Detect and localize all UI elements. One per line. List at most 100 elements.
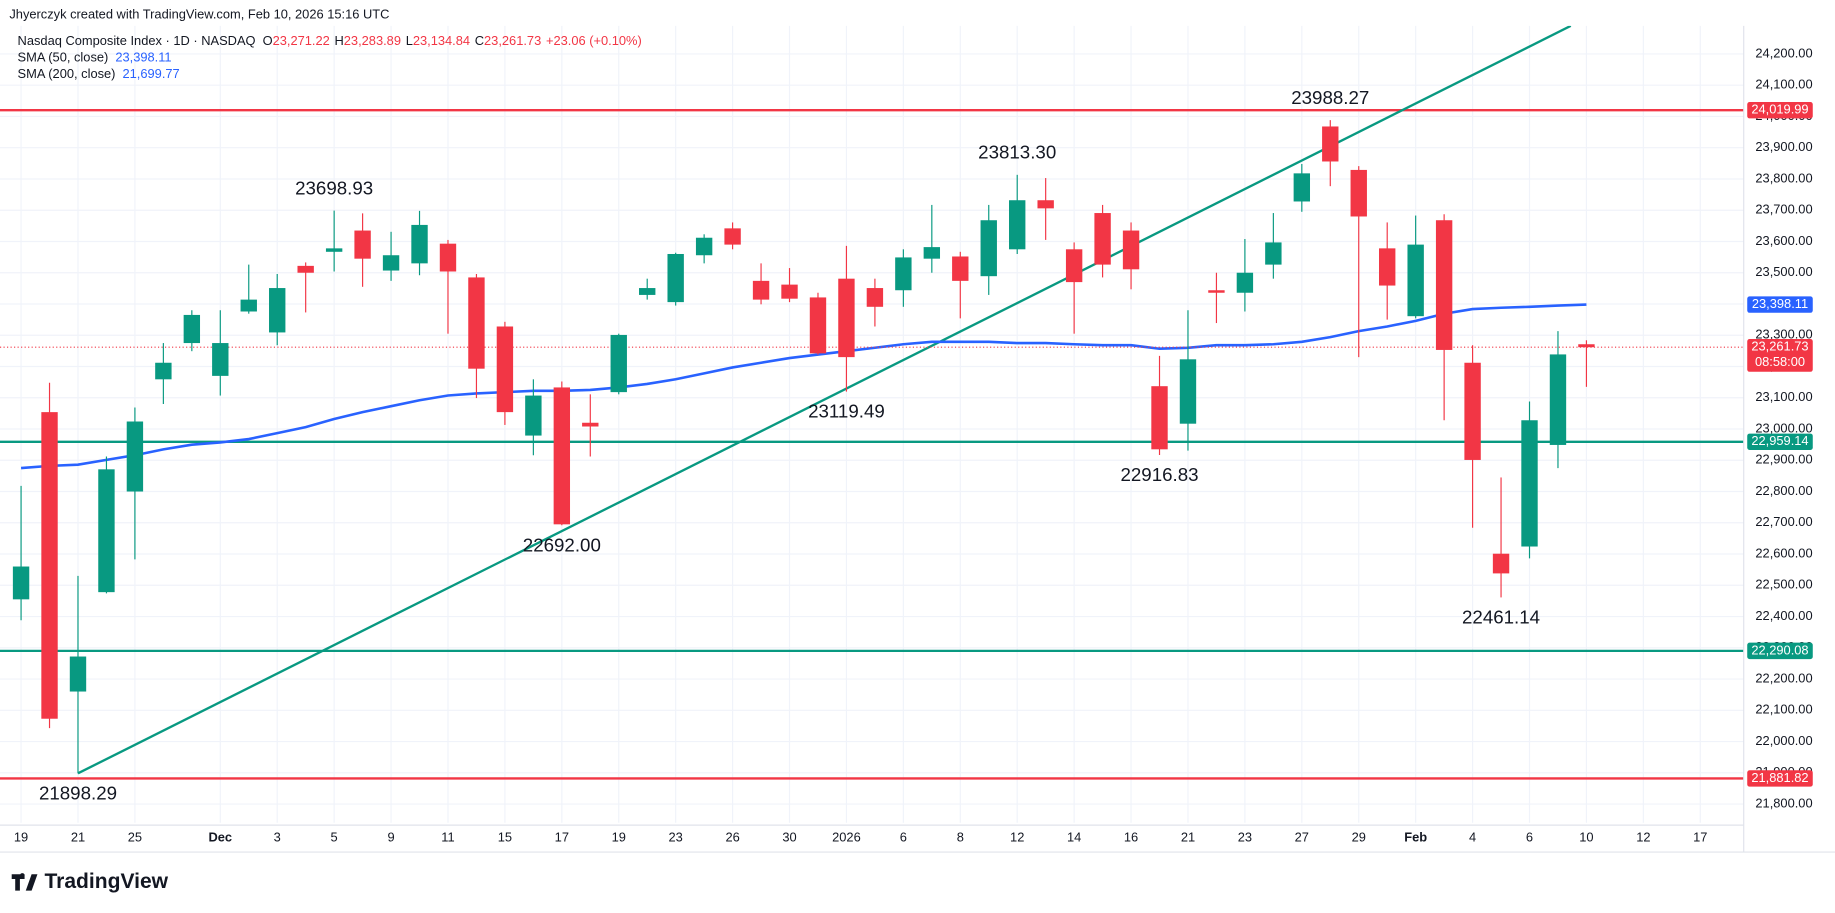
x-tick-label: 23	[1238, 829, 1252, 844]
candle-body	[1009, 200, 1026, 250]
y-tick-label: 22,000.00	[1755, 733, 1812, 748]
logo-icon	[11, 873, 38, 891]
y-tick-label: 22,100.00	[1755, 702, 1812, 717]
price-annotation: 23988.27	[1291, 87, 1369, 108]
x-tick-label: 3	[274, 829, 281, 844]
price-annotation: 22461.14	[1462, 606, 1540, 627]
candle-body	[155, 362, 172, 380]
x-tick-label: 23	[669, 829, 683, 844]
y-tick-label: 24,200.00	[1755, 45, 1812, 60]
x-tick-label: 17	[555, 829, 569, 844]
y-tick-label: 24,100.00	[1755, 77, 1812, 92]
x-tick-label: 21	[71, 829, 85, 844]
countdown: 08:58:00	[1755, 354, 1805, 369]
candle-body	[582, 422, 599, 427]
ohlc-value: 23,271.22	[273, 34, 330, 49]
candle-body	[838, 278, 855, 358]
credit: Jhyerczyk created with TradingView.com, …	[9, 7, 389, 22]
candle-body	[1236, 272, 1254, 293]
y-tick-label: 22,700.00	[1755, 514, 1812, 529]
y-tick-label: 23,700.00	[1755, 202, 1812, 217]
x-tick-label: 2026	[832, 829, 861, 844]
logo-text: TradingView	[44, 870, 168, 893]
ohlc-key: L	[406, 34, 413, 49]
x-tick-label: Dec	[208, 829, 232, 844]
candle-body	[297, 265, 314, 273]
candle-body	[240, 299, 257, 312]
legend: Nasdaq Composite Index · 1D · NASDAQ O23,…	[18, 34, 642, 82]
x-tick-label: 6	[900, 829, 907, 844]
x-tick-label: 11	[441, 829, 454, 844]
price-annotation: 23119.49	[808, 401, 885, 422]
price-tag-label: 23,398.11	[1752, 296, 1808, 311]
x-tick-label: 4	[1469, 829, 1476, 844]
ohlc-key: O	[263, 34, 273, 49]
candle-body	[667, 253, 684, 303]
candle-body	[212, 343, 229, 376]
ohlc-key: C	[475, 34, 484, 49]
y-tick-label: 22,900.00	[1755, 452, 1812, 467]
price-tag	[1747, 339, 1813, 372]
price-annotation: 22692.00	[523, 534, 601, 555]
y-tick-label: 23,500.00	[1755, 264, 1812, 279]
price-tag-label: 21,881.82	[1751, 770, 1808, 785]
sma-value: 23,398.11	[115, 50, 171, 65]
symbol-title: Nasdaq Composite Index · 1D · NASDAQ	[18, 34, 256, 49]
x-tick-label: 26	[725, 829, 739, 844]
candle-body	[325, 248, 343, 252]
ohlc: O23,271.22 H23,283.89 L23,134.84 C23,261.73	[263, 34, 542, 49]
price-tag-label: 22,959.14	[1751, 433, 1808, 448]
price-annotation: 22916.83	[1120, 464, 1198, 485]
sma-legend: SMA (200, close) 21,699.77	[18, 66, 180, 81]
y-tick-label: 22,800.00	[1755, 483, 1812, 498]
sma-legend: SMA (50, close) 23,398.11	[18, 50, 172, 65]
x-tick-label: 15	[498, 829, 512, 844]
candle-body	[781, 284, 798, 299]
y-tick-label: 21,800.00	[1755, 795, 1812, 810]
y-tick-label: 22,500.00	[1755, 577, 1812, 592]
candle-body	[183, 314, 201, 344]
candle-body	[525, 395, 542, 436]
x-tick-label: 17	[1693, 829, 1707, 844]
candle-body	[69, 656, 87, 692]
candle-body	[610, 334, 627, 393]
y-tick-label: 23,000.00	[1755, 420, 1812, 435]
y-tick-label: 22,400.00	[1755, 608, 1812, 623]
candle-body	[468, 277, 485, 369]
candle-body	[41, 412, 58, 719]
x-tick-label: 12	[1010, 829, 1024, 844]
x-tick-label: 8	[957, 829, 964, 844]
x-tick-label: Feb	[1404, 829, 1427, 844]
sma-value: 21,699.77	[122, 66, 179, 81]
sma-name: SMA (200, close)	[18, 66, 116, 81]
price-tag	[1747, 433, 1813, 450]
price-annotation: 21898.29	[39, 782, 117, 803]
candle-body	[695, 237, 713, 256]
x-tick-label: 5	[331, 829, 338, 844]
candle-body	[1407, 244, 1424, 317]
candle-body	[1208, 290, 1225, 293]
candle-body	[12, 566, 30, 600]
candle-body	[1293, 173, 1311, 202]
x-tick-label: 19	[14, 829, 28, 844]
y-tick-label: 22,600.00	[1755, 545, 1812, 560]
x-tick-label: 10	[1579, 829, 1593, 844]
candle-body	[866, 288, 884, 307]
price-tag-label: 24,019.99	[1751, 102, 1808, 117]
y-tick-label: 22,200.00	[1755, 670, 1812, 685]
ohlc-value: 23,261.73	[484, 34, 541, 49]
candle-body	[1265, 242, 1282, 265]
x-tick-label: 25	[128, 829, 142, 844]
candle-body	[1179, 359, 1197, 424]
price-tag	[1747, 296, 1813, 313]
candle-body	[724, 228, 741, 245]
y-tick-label: 23,900.00	[1755, 139, 1812, 154]
candle-body	[1379, 248, 1396, 286]
candle-body	[1350, 169, 1367, 217]
plot-area	[0, 25, 1744, 780]
candle-body	[98, 469, 115, 593]
candle-body	[639, 288, 656, 295]
x-tick-label: 9	[387, 829, 394, 844]
